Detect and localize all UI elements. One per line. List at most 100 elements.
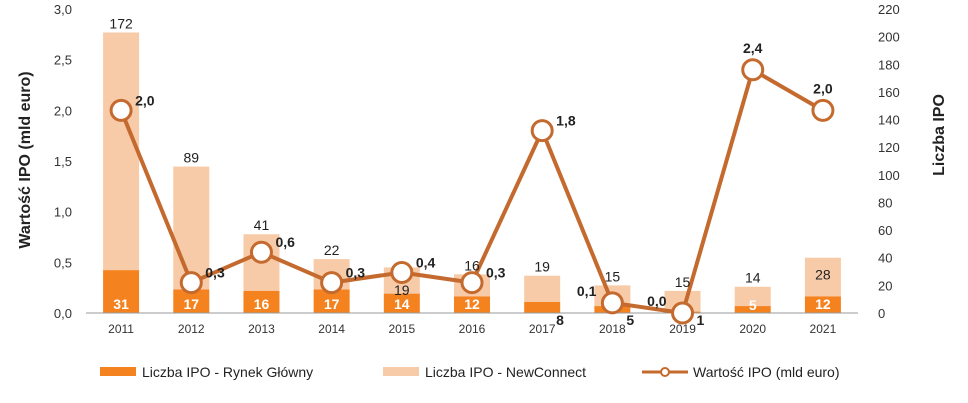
- value-label: 2,4: [743, 40, 763, 56]
- bar-label-main-market: 1: [697, 312, 705, 328]
- right-tick-label: 60: [878, 223, 892, 238]
- value-label: 0,0: [647, 293, 667, 309]
- x-tick-label: 2017: [529, 322, 556, 336]
- x-tick-label: 2021: [810, 322, 837, 336]
- right-tick-label: 220: [878, 2, 900, 17]
- bars-layer: [103, 32, 841, 313]
- right-tick-label: 100: [878, 168, 900, 183]
- right-tick-label: 0: [878, 306, 885, 321]
- value-marker: [811, 98, 835, 122]
- x-tick-label: 2018: [599, 322, 626, 336]
- right-tick-label: 180: [878, 57, 900, 72]
- legend: Liczba IPO - Rynek Główny Liczba IPO - N…: [100, 364, 840, 380]
- value-marker: [741, 58, 765, 82]
- bar-main-market: [524, 301, 561, 313]
- value-label: 1,8: [556, 113, 576, 129]
- right-tick-label: 80: [878, 195, 892, 210]
- bar-label-newconnect: 15: [675, 274, 691, 290]
- left-tick-label: 0,0: [54, 306, 72, 321]
- value-marker: [530, 119, 554, 143]
- value-label: 0,6: [275, 234, 295, 250]
- value-marker: [109, 98, 133, 122]
- legend-label-newconnect: Liczba IPO - NewConnect: [425, 364, 586, 380]
- legend-item-value: Wartość IPO (mld euro): [642, 364, 840, 380]
- value-marker: [671, 301, 695, 325]
- left-tick-label: 1,5: [54, 154, 72, 169]
- bar-label-main-market: 16: [254, 296, 270, 312]
- bar-main-market: [243, 290, 280, 313]
- right-axis-title: Liczba IPO: [931, 94, 948, 176]
- bar-label-newconnect: 28: [815, 267, 831, 283]
- right-tick-label: 140: [878, 113, 900, 128]
- value-label: 0,4: [416, 254, 436, 270]
- left-tick-label: 1,0: [54, 205, 72, 220]
- bar-main-market: [804, 296, 841, 313]
- bar-label-newconnect: 19: [534, 259, 550, 275]
- right-tick-label: 120: [878, 140, 900, 155]
- x-tick-label: 2011: [108, 322, 134, 336]
- x-tick-label: 2012: [178, 322, 205, 336]
- value-marker: [460, 271, 484, 295]
- value-label: 0,3: [486, 265, 506, 281]
- x-tick-label: 2014: [318, 322, 345, 336]
- legend-item-newconnect: Liczba IPO - NewConnect: [383, 364, 586, 380]
- bar-label-main-market: 17: [183, 296, 199, 312]
- legend-swatch-newconnect: [383, 367, 419, 376]
- legend-swatch-main-market: [100, 367, 136, 376]
- bar-main-market: [734, 306, 771, 313]
- x-tick-label: 2020: [739, 322, 766, 336]
- left-tick-label: 2,0: [54, 103, 72, 118]
- bar-label-newconnect: 14: [745, 270, 761, 286]
- x-tick-label: 2013: [248, 322, 275, 336]
- x-tick-label: 2016: [459, 322, 486, 336]
- value-label: 0,3: [346, 265, 366, 281]
- bar-main-market: [103, 270, 140, 313]
- axes-layer: Wartość IPO (mld euro) Liczba IPO 0,0 0,5…: [17, 2, 948, 336]
- bar-label-newconnect: 15: [605, 268, 621, 284]
- right-tick-label: 40: [878, 251, 892, 266]
- value-marker: [600, 291, 624, 315]
- bar-label-newconnect: 41: [254, 217, 270, 233]
- legend-label-value: Wartość IPO (mld euro): [693, 364, 840, 380]
- right-tick-label: 200: [878, 30, 900, 45]
- bar-main-market: [173, 289, 210, 313]
- x-tick-label: 2015: [388, 322, 415, 336]
- bar-label-main-market: 12: [464, 296, 480, 312]
- left-tick-label: 0,5: [54, 255, 72, 270]
- legend-item-main-market: Liczba IPO - Rynek Główny: [100, 364, 313, 380]
- left-tick-label: 2,5: [54, 53, 72, 68]
- value-marker: [179, 271, 203, 295]
- bar-label-newconnect: 172: [109, 15, 133, 31]
- bar-label-main-market: 5: [626, 312, 634, 328]
- legend-swatch-value-marker: [660, 367, 670, 377]
- bar-main-market: [383, 293, 420, 313]
- bar-label-newconnect: 16: [464, 257, 480, 273]
- bar-main-market: [454, 296, 490, 313]
- bar-newconnect: [524, 275, 561, 302]
- bar-label-main-market: 5: [749, 297, 757, 313]
- right-tick-label: 160: [878, 85, 900, 100]
- value-marker: [249, 240, 273, 264]
- bar-label-newconnect: 19: [394, 282, 410, 298]
- value-marker: [320, 271, 344, 295]
- bar-newconnect: [734, 286, 771, 307]
- left-tick-label: 3,0: [54, 2, 72, 17]
- bar-label-main-market: 12: [815, 296, 831, 312]
- bar-label-main-market: 8: [556, 312, 564, 328]
- value-label: 0,1: [577, 283, 597, 299]
- bar-newconnect: [173, 166, 210, 290]
- line-layer: [109, 58, 835, 325]
- bar-label-main-market: 31: [113, 296, 129, 312]
- value-label: 2,0: [135, 92, 155, 108]
- bar-label-main-market: 14: [394, 296, 410, 312]
- bar-main-market: [313, 289, 350, 313]
- bar-newconnect: [804, 257, 841, 297]
- bar-label-main-market: 17: [324, 296, 340, 312]
- x-tick-label: 2019: [669, 322, 696, 336]
- bar-label-newconnect: 89: [183, 150, 199, 166]
- value-label: 2,0: [813, 80, 833, 96]
- right-tick-label: 20: [878, 278, 892, 293]
- bar-newconnect: [103, 32, 140, 271]
